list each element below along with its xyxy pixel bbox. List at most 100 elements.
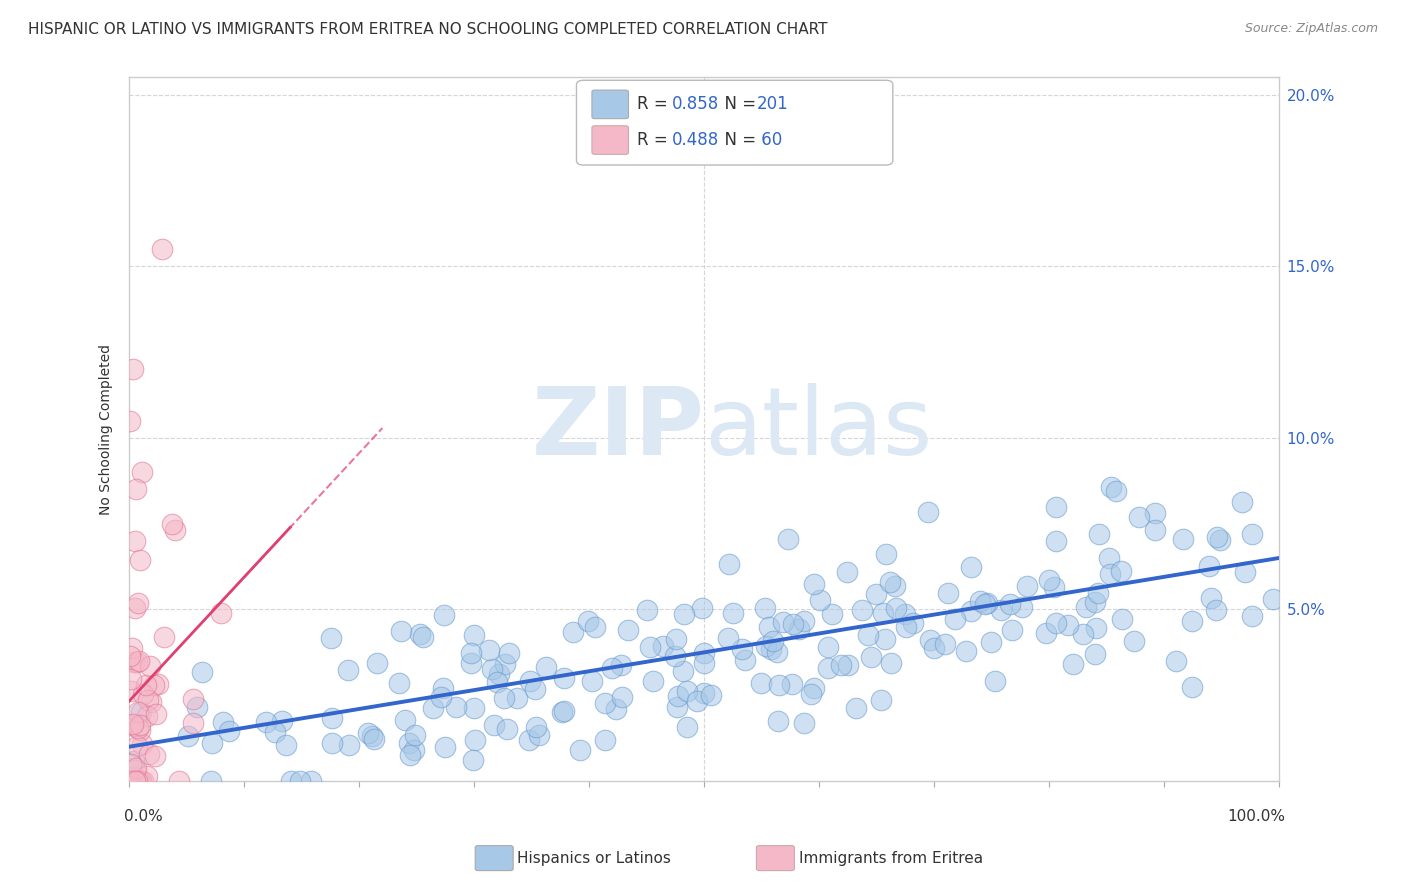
Point <box>803 681 825 696</box>
Point <box>124 601 146 615</box>
Text: 201: 201 <box>756 95 789 113</box>
Point <box>131 465 153 479</box>
Point <box>524 720 547 734</box>
Point <box>699 688 721 702</box>
Point <box>1181 614 1204 628</box>
Point <box>665 632 688 647</box>
Point <box>778 532 800 546</box>
Point <box>553 704 575 718</box>
Point <box>782 617 804 632</box>
Point <box>817 640 839 655</box>
Point <box>934 638 956 652</box>
Point <box>128 654 150 668</box>
Point <box>553 671 575 685</box>
Point <box>581 673 603 688</box>
Point <box>1123 634 1146 648</box>
Point <box>131 705 153 719</box>
Point <box>477 643 499 657</box>
Point <box>894 607 917 621</box>
Point <box>127 655 149 669</box>
Point <box>758 619 780 633</box>
Point <box>576 614 599 628</box>
Point <box>821 607 844 621</box>
Point <box>165 523 187 537</box>
Point <box>768 678 790 692</box>
Point <box>600 660 623 674</box>
Point <box>139 659 162 673</box>
Point <box>120 756 142 771</box>
Point <box>280 774 302 789</box>
Point <box>1128 509 1150 524</box>
Point <box>145 707 167 722</box>
Point <box>808 593 831 607</box>
Point <box>186 699 208 714</box>
Point <box>1062 657 1084 672</box>
Point <box>690 600 713 615</box>
Point <box>162 516 184 531</box>
Point <box>136 769 159 783</box>
Text: 0.858: 0.858 <box>672 95 720 113</box>
Point <box>884 600 907 615</box>
Point <box>135 678 157 692</box>
Point <box>519 674 541 689</box>
Point <box>136 693 159 707</box>
Point <box>638 640 661 654</box>
Point <box>122 774 145 789</box>
Point <box>943 612 966 626</box>
Point <box>872 606 894 620</box>
Point <box>363 732 385 747</box>
Point <box>523 681 546 696</box>
Point <box>837 658 859 673</box>
Point <box>122 774 145 789</box>
Point <box>800 686 823 700</box>
Point <box>131 687 153 701</box>
Point <box>1057 618 1080 632</box>
Text: N =: N = <box>714 95 762 113</box>
Point <box>1164 654 1187 668</box>
Point <box>636 603 658 617</box>
Point <box>201 735 224 749</box>
Point <box>717 557 740 571</box>
Point <box>1111 612 1133 626</box>
Point <box>409 627 432 641</box>
Point <box>643 673 665 688</box>
Point <box>652 639 675 653</box>
Point <box>856 628 879 642</box>
Point <box>917 505 939 519</box>
Point <box>734 652 756 666</box>
Point <box>1099 567 1122 582</box>
Point <box>200 774 222 789</box>
Y-axis label: No Schooling Completed: No Schooling Completed <box>100 343 114 515</box>
Text: 0.488: 0.488 <box>672 131 720 149</box>
Point <box>288 774 311 789</box>
Point <box>124 533 146 548</box>
Point <box>672 607 695 622</box>
Point <box>270 714 292 728</box>
Text: R =: R = <box>637 131 673 149</box>
Point <box>124 774 146 789</box>
Point <box>1099 480 1122 494</box>
Point <box>998 598 1021 612</box>
Point <box>568 743 591 757</box>
Point <box>388 675 411 690</box>
Point <box>121 362 143 376</box>
Point <box>1038 573 1060 587</box>
Point <box>717 631 740 645</box>
Point <box>1045 533 1067 548</box>
Point <box>366 656 388 670</box>
Point <box>865 587 887 601</box>
Point <box>1205 530 1227 544</box>
Point <box>845 701 868 715</box>
Point <box>980 635 1002 649</box>
Point <box>141 695 163 709</box>
Point <box>129 723 152 738</box>
Point <box>955 644 977 658</box>
Point <box>666 690 689 704</box>
Point <box>1261 592 1284 607</box>
Point <box>412 631 434 645</box>
Point <box>118 718 141 732</box>
Point <box>299 774 322 789</box>
Text: Source: ZipAtlas.com: Source: ZipAtlas.com <box>1244 22 1378 36</box>
Point <box>894 619 917 633</box>
Point <box>1084 647 1107 661</box>
